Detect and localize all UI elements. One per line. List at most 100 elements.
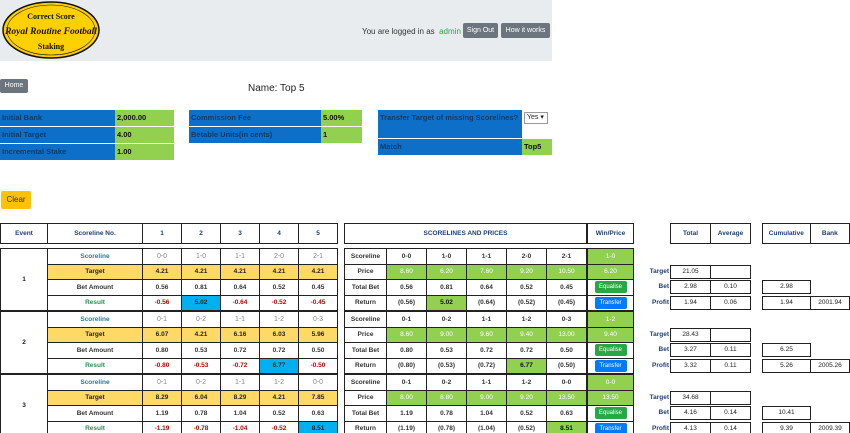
- win-price-cell[interactable]: 6.20: [587, 263, 634, 280]
- initial-bank-value[interactable]: 2,000.00: [115, 110, 174, 126]
- target-cell[interactable]: 4.21: [259, 263, 299, 280]
- how-it-works-button[interactable]: How it works: [501, 23, 550, 38]
- price-scoreline-row: Scoreline 0-1 0-2 1-1 1-2 0-0: [344, 374, 587, 391]
- target-cell[interactable]: 6.04: [181, 389, 221, 406]
- result-cell: -1.19: [142, 420, 182, 433]
- target-cell[interactable]: 7.85: [298, 389, 338, 406]
- price-cell[interactable]: 9.00: [426, 326, 467, 343]
- bet-amount-cell: 0.50: [298, 342, 338, 359]
- price-scoreline-cell: 2-0: [506, 248, 547, 265]
- row-label: Bet Amount: [47, 342, 143, 359]
- target-cell[interactable]: 6.07: [142, 326, 182, 343]
- transfer-target-select[interactable]: Yes ▾: [524, 112, 548, 124]
- target-cell[interactable]: 6.03: [259, 326, 299, 343]
- result-cell: -1.04: [220, 420, 260, 433]
- side-bet-label: Bet: [658, 346, 669, 353]
- scoreline-cell: 0-0: [142, 248, 182, 265]
- commission-value[interactable]: 5.00%: [321, 110, 362, 126]
- scoreline-cell: 0-2: [181, 311, 221, 328]
- initial-target-value[interactable]: 4.00: [115, 127, 174, 143]
- price-cell[interactable]: 9.60: [466, 326, 507, 343]
- clear-button[interactable]: Clear: [1, 191, 31, 209]
- event-prices-table: Scoreline 0-0 1-0 1-1 2-0 2-1 Price 8.60 6.20 7.6…: [344, 248, 587, 311]
- row-label: Price: [344, 263, 387, 280]
- match-label: Match: [378, 139, 522, 155]
- transfer-button[interactable]: Transfer: [594, 422, 627, 433]
- site-logo[interactable]: Correct Score Royal Routine Football Sta…: [2, 1, 100, 59]
- total-bet-cell: 0.80: [386, 342, 427, 359]
- row-label: Target: [47, 263, 143, 280]
- sign-out-button[interactable]: Sign Out: [463, 23, 498, 38]
- scoreline-cell: 1-2: [259, 311, 299, 328]
- target-cell[interactable]: 4.21: [298, 263, 338, 280]
- return-cell: 6.77: [506, 357, 547, 374]
- target-cell[interactable]: 8.29: [142, 389, 182, 406]
- header-total: Total: [670, 223, 711, 244]
- equalise-button[interactable]: Equalise: [594, 344, 627, 357]
- scoreline-cell: 0-1: [142, 311, 182, 328]
- price-cell[interactable]: 8.60: [386, 326, 427, 343]
- win-score-cell[interactable]: 1-2: [587, 311, 634, 328]
- target-cell[interactable]: 4.21: [142, 263, 182, 280]
- price-cell[interactable]: 8.80: [426, 389, 467, 406]
- price-cell[interactable]: 9.20: [506, 389, 547, 406]
- bet-amount-cell: 0.72: [259, 342, 299, 359]
- return-cell: (0.80): [386, 357, 427, 374]
- result-row: Result -1.19 -0.78 -1.04 -0.52 8.51: [1, 420, 338, 433]
- side-target-label: Target: [649, 393, 669, 401]
- transfer-button[interactable]: Transfer: [594, 359, 627, 372]
- price-cell[interactable]: 6.20: [426, 263, 467, 280]
- scoreline-row: 3 Scoreline 0-1 0-2 1-1 1-2 0-0: [0, 374, 338, 433]
- bet-amount-row: Bet Amount 0.80 0.53 0.72 0.72 0.50: [1, 342, 338, 359]
- price-cell[interactable]: 8.00: [386, 389, 427, 406]
- price-cell[interactable]: 7.60: [466, 263, 507, 280]
- username-link[interactable]: admin: [439, 27, 461, 36]
- incremental-stake-value[interactable]: 1.00: [115, 144, 174, 160]
- price-cell[interactable]: 10.50: [546, 263, 587, 280]
- login-status: You are logged in as admin: [362, 27, 461, 36]
- row-label: Target: [47, 326, 143, 343]
- target-cell[interactable]: 4.21: [259, 389, 299, 406]
- bet-amount-cell: 0.53: [181, 342, 221, 359]
- win-row: Transfer: [587, 294, 634, 311]
- win-price-cell[interactable]: 9.40: [587, 326, 634, 343]
- equalise-cell: Equalise: [587, 342, 634, 359]
- target-cell[interactable]: 6.16: [220, 326, 260, 343]
- home-button[interactable]: Home: [0, 79, 28, 93]
- equalise-button[interactable]: Equalise: [594, 281, 627, 294]
- row-label: Scoreline: [47, 374, 143, 391]
- betable-units-value[interactable]: 1: [321, 127, 362, 143]
- win-score-cell[interactable]: 1-0: [587, 248, 634, 265]
- target-cell[interactable]: 5.96: [298, 326, 338, 343]
- target-cell[interactable]: 8.29: [220, 389, 260, 406]
- win-score-cell[interactable]: 0-0: [587, 374, 634, 391]
- price-cell[interactable]: 9.20: [506, 263, 547, 280]
- scoreline-cell: 2-1: [298, 248, 338, 265]
- target-cell[interactable]: 4.21: [220, 263, 260, 280]
- row-label: Result: [47, 420, 143, 433]
- transfer-button[interactable]: Transfer: [594, 296, 627, 309]
- price-scoreline-cell: 0-1: [386, 311, 427, 328]
- total-bet-cell: 0.45: [546, 279, 587, 296]
- price-cell[interactable]: 9.40: [506, 326, 547, 343]
- price-row: Price 8.00 8.80 9.00 9.20 13.50: [344, 389, 587, 406]
- total-bet-row: Total Bet 0.56 0.81 0.64 0.52 0.45: [344, 279, 587, 296]
- price-row: Price 8.60 6.20 7.60 9.20 10.50: [344, 263, 587, 280]
- price-cell[interactable]: 9.00: [466, 389, 507, 406]
- price-scoreline-cell: 0-0: [386, 248, 427, 265]
- total-bet-cell: 0.72: [506, 342, 547, 359]
- prices-header-table: SCORELINES AND PRICES: [344, 223, 587, 244]
- svg-text:Correct Score: Correct Score: [27, 12, 75, 21]
- price-cell[interactable]: 8.60: [386, 263, 427, 280]
- page-title: Name: Top 5: [248, 83, 305, 94]
- win-price-cell[interactable]: 13.50: [587, 389, 634, 406]
- price-cell[interactable]: 13.00: [546, 326, 587, 343]
- equalise-button[interactable]: Equalise: [594, 407, 627, 420]
- price-cell[interactable]: 13.50: [546, 389, 587, 406]
- target-cell[interactable]: 4.21: [181, 326, 221, 343]
- price-scoreline-cell: 0-2: [426, 374, 467, 391]
- target-cell[interactable]: 4.21: [181, 263, 221, 280]
- total-bet-cell: 0.64: [466, 279, 507, 296]
- return-cell: (0.64): [466, 294, 507, 311]
- bank-settings: Initial Bank 2,000.00 Initial Target 4.00 …: [0, 110, 174, 161]
